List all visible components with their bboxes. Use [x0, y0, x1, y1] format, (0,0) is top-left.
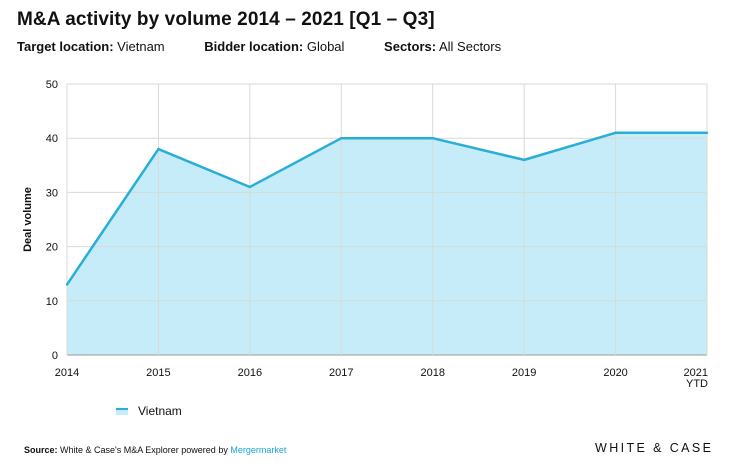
x-tick-label: 2020: [603, 367, 627, 379]
filter-bidder-location: Bidder location: Global: [204, 39, 344, 54]
data-point: [522, 158, 526, 162]
x-tick-label: 2021 YTD: [684, 367, 709, 390]
x-tick-label: 2016: [238, 367, 262, 379]
data-point: [157, 147, 160, 151]
source-label: Source:: [24, 445, 58, 455]
source-link[interactable]: Mergermarket: [230, 445, 287, 455]
data-point: [248, 185, 252, 189]
filter-target-location: Target location: Vietnam: [17, 39, 165, 54]
filter-value: Vietnam: [117, 39, 165, 54]
x-tick-label: 2019: [512, 367, 536, 379]
data-point: [65, 283, 69, 286]
filter-value: Global: [306, 39, 345, 54]
y-axis-label: Deal volume: [22, 187, 34, 252]
filter-bar: Target location: Vietnam Bidder location…: [17, 39, 537, 54]
x-tick-label: 2018: [420, 367, 444, 379]
source-text: White & Case's M&A Explorer powered by: [60, 445, 228, 455]
y-tick-label: 20: [46, 242, 58, 254]
filter-label: Bidder location:: [204, 39, 304, 54]
y-tick-label: 0: [52, 350, 58, 362]
y-tick-label: 40: [46, 133, 58, 145]
filter-label: Target location:: [17, 39, 114, 54]
x-tick-label: 2017: [329, 367, 353, 379]
brand-logo: WHITE & CASE: [595, 441, 714, 455]
filter-sectors: Sectors: All Sectors: [384, 39, 501, 54]
chart-title: M&A activity by volume 2014 – 2021 [Q1 –…: [17, 9, 435, 30]
y-tick-label: 30: [46, 187, 58, 199]
data-point: [614, 131, 617, 134]
legend: Vietnam: [116, 404, 182, 418]
x-tick-label: 2015: [146, 367, 170, 379]
filter-value: All Sectors: [438, 39, 502, 54]
x-tick-label: 2014: [55, 367, 79, 379]
legend-label-vietnam: Vietnam: [138, 404, 182, 418]
series-line-vietnam: [65, 131, 707, 286]
y-tick-label: 50: [46, 79, 58, 91]
data-point: [705, 131, 709, 134]
data-point: [340, 137, 343, 140]
legend-swatch-vietnam: [116, 407, 128, 415]
data-point: [431, 137, 434, 140]
source-note: Source: White & Case's M&A Explorer powe…: [24, 445, 286, 455]
series-area-vietnam: [67, 132, 707, 355]
y-tick-label: 10: [46, 296, 58, 308]
filter-label: Sectors:: [384, 39, 437, 54]
